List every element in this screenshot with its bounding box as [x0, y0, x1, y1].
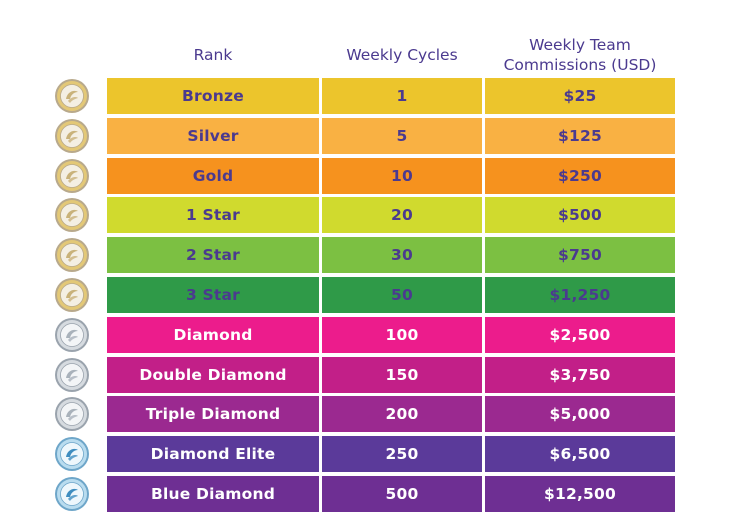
- weekly-cycles-column-header: Weekly Cycles: [346, 46, 458, 64]
- weekly-cycles-cell: 50: [322, 277, 482, 313]
- table-row: Gold 10 $250: [0, 157, 730, 194]
- commission-cell: $3,750: [485, 356, 675, 393]
- gold-medal-icon: [55, 118, 89, 153]
- rank-cell: Triple Diamond: [107, 396, 319, 433]
- gold-medal-icon: [55, 158, 89, 193]
- commission-cell: $12,500: [485, 476, 675, 512]
- table-header: Rank Weekly Cycles Weekly Team Commissio…: [0, 34, 730, 76]
- silver-medal-icon: [55, 357, 89, 392]
- rank-cell: Silver: [107, 117, 319, 154]
- commission-cell: $500: [485, 197, 675, 234]
- rank-cell: Blue Diamond: [107, 476, 319, 512]
- rank-cell: Diamond Elite: [107, 436, 319, 473]
- weekly-cycles-cell: 1: [322, 78, 482, 114]
- gold-medal-icon: [55, 238, 89, 273]
- table-row: Triple Diamond 200 $5,000: [0, 396, 730, 433]
- blue-medal-icon: [55, 437, 89, 472]
- gold-medal-icon: [55, 198, 89, 233]
- commission-cell: $25: [485, 78, 675, 114]
- silver-medal-icon: [55, 397, 89, 432]
- rank-column-header: Rank: [193, 46, 233, 64]
- rank-cell: 2 Star: [107, 237, 319, 274]
- weekly-cycles-cell: 30: [322, 237, 482, 274]
- table-row: Diamond 100 $2,500: [0, 316, 730, 353]
- weekly-cycles-cell: 5: [322, 117, 482, 154]
- table-row: 2 Star 30 $750: [0, 237, 730, 274]
- weekly-cycles-cell: 150: [322, 356, 482, 393]
- rank-cell: Bronze: [107, 78, 319, 114]
- table-row: Double Diamond 150 $3,750: [0, 356, 730, 393]
- gold-medal-icon: [55, 79, 89, 113]
- commission-cell: $750: [485, 237, 675, 274]
- weekly-cycles-cell: 100: [322, 316, 482, 353]
- commission-cell: $6,500: [485, 436, 675, 473]
- rank-cell: Diamond: [107, 316, 319, 353]
- commission-cell: $2,500: [485, 316, 675, 353]
- silver-medal-icon: [55, 317, 89, 352]
- commission-cell: $1,250: [485, 277, 675, 313]
- weekly-cycles-cell: 250: [322, 436, 482, 473]
- table-row: Silver 5 $125: [0, 117, 730, 154]
- blue-medal-icon: [55, 477, 89, 511]
- weekly-cycles-cell: 10: [322, 157, 482, 194]
- table-row: Bronze 1 $25: [0, 78, 730, 114]
- weekly-cycles-cell: 200: [322, 396, 482, 433]
- rank-cell: Double Diamond: [107, 356, 319, 393]
- commission-cell: $250: [485, 157, 675, 194]
- rank-cell: Gold: [107, 157, 319, 194]
- table-row: 3 Star 50 $1,250: [0, 277, 730, 313]
- commission-cell: $125: [485, 117, 675, 154]
- rank-cell: 1 Star: [107, 197, 319, 234]
- gold-medal-icon: [55, 278, 89, 312]
- table-row: Diamond Elite 250 $6,500: [0, 436, 730, 473]
- table-row: Blue Diamond 500 $12,500: [0, 476, 730, 512]
- weekly-cycles-cell: 20: [322, 197, 482, 234]
- weekly-cycles-cell: 500: [322, 476, 482, 512]
- weekly-commissions-column-header: Weekly Team Commissions (USD): [503, 36, 657, 74]
- table-row: 1 Star 20 $500: [0, 197, 730, 234]
- rank-cell: 3 Star: [107, 277, 319, 313]
- commission-cell: $5,000: [485, 396, 675, 433]
